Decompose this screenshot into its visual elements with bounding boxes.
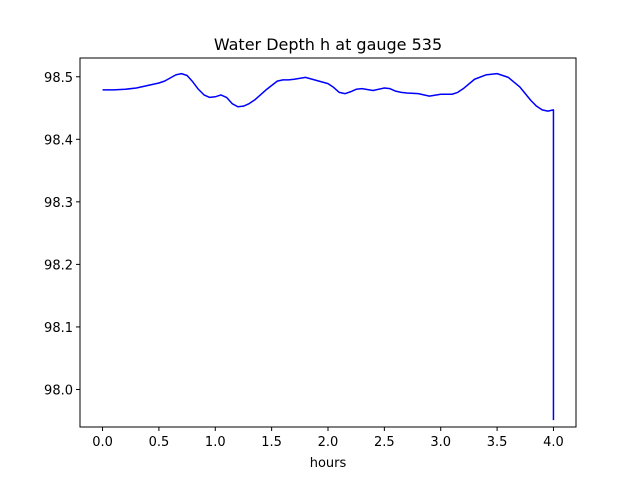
y-tick-label: 98.3: [44, 196, 73, 211]
chart-title: Water Depth h at gauge 535: [214, 35, 442, 54]
x-tick-label: 1.0: [205, 435, 226, 450]
series-line-0: [102, 72, 555, 421]
y-tick-label: 98.4: [44, 133, 73, 148]
x-tick-label: 4.0: [543, 435, 564, 450]
x-axis-label: hours: [310, 456, 347, 471]
y-tick-label: 98.1: [44, 321, 73, 336]
plot-frame: [79, 57, 577, 428]
plot-area: 0.0 0.5 1.0 1.5 2.0 2.5 3.0 3.5 4.0 98.0 98.1 98.2…: [44, 57, 577, 450]
x-tick-label: 2.0: [318, 435, 339, 450]
x-tick-label: 1.5: [261, 435, 282, 450]
y-tick-label: 98.0: [44, 383, 73, 398]
x-tick-label: 3.5: [487, 435, 508, 450]
y-axis: 98.0 98.1 98.2 98.3 98.4 98.5: [44, 71, 80, 398]
x-axis: 0.0 0.5 1.0 1.5 2.0 2.5 3.0 3.5 4.0: [92, 427, 564, 450]
series-layer: [102, 72, 555, 421]
y-tick-label: 98.2: [44, 258, 73, 273]
x-tick-label: 0.0: [92, 435, 113, 450]
y-tick-label: 98.5: [44, 71, 73, 86]
x-tick-label: 2.5: [374, 435, 395, 450]
x-tick-label: 0.5: [149, 435, 170, 450]
x-tick-label: 3.0: [430, 435, 451, 450]
